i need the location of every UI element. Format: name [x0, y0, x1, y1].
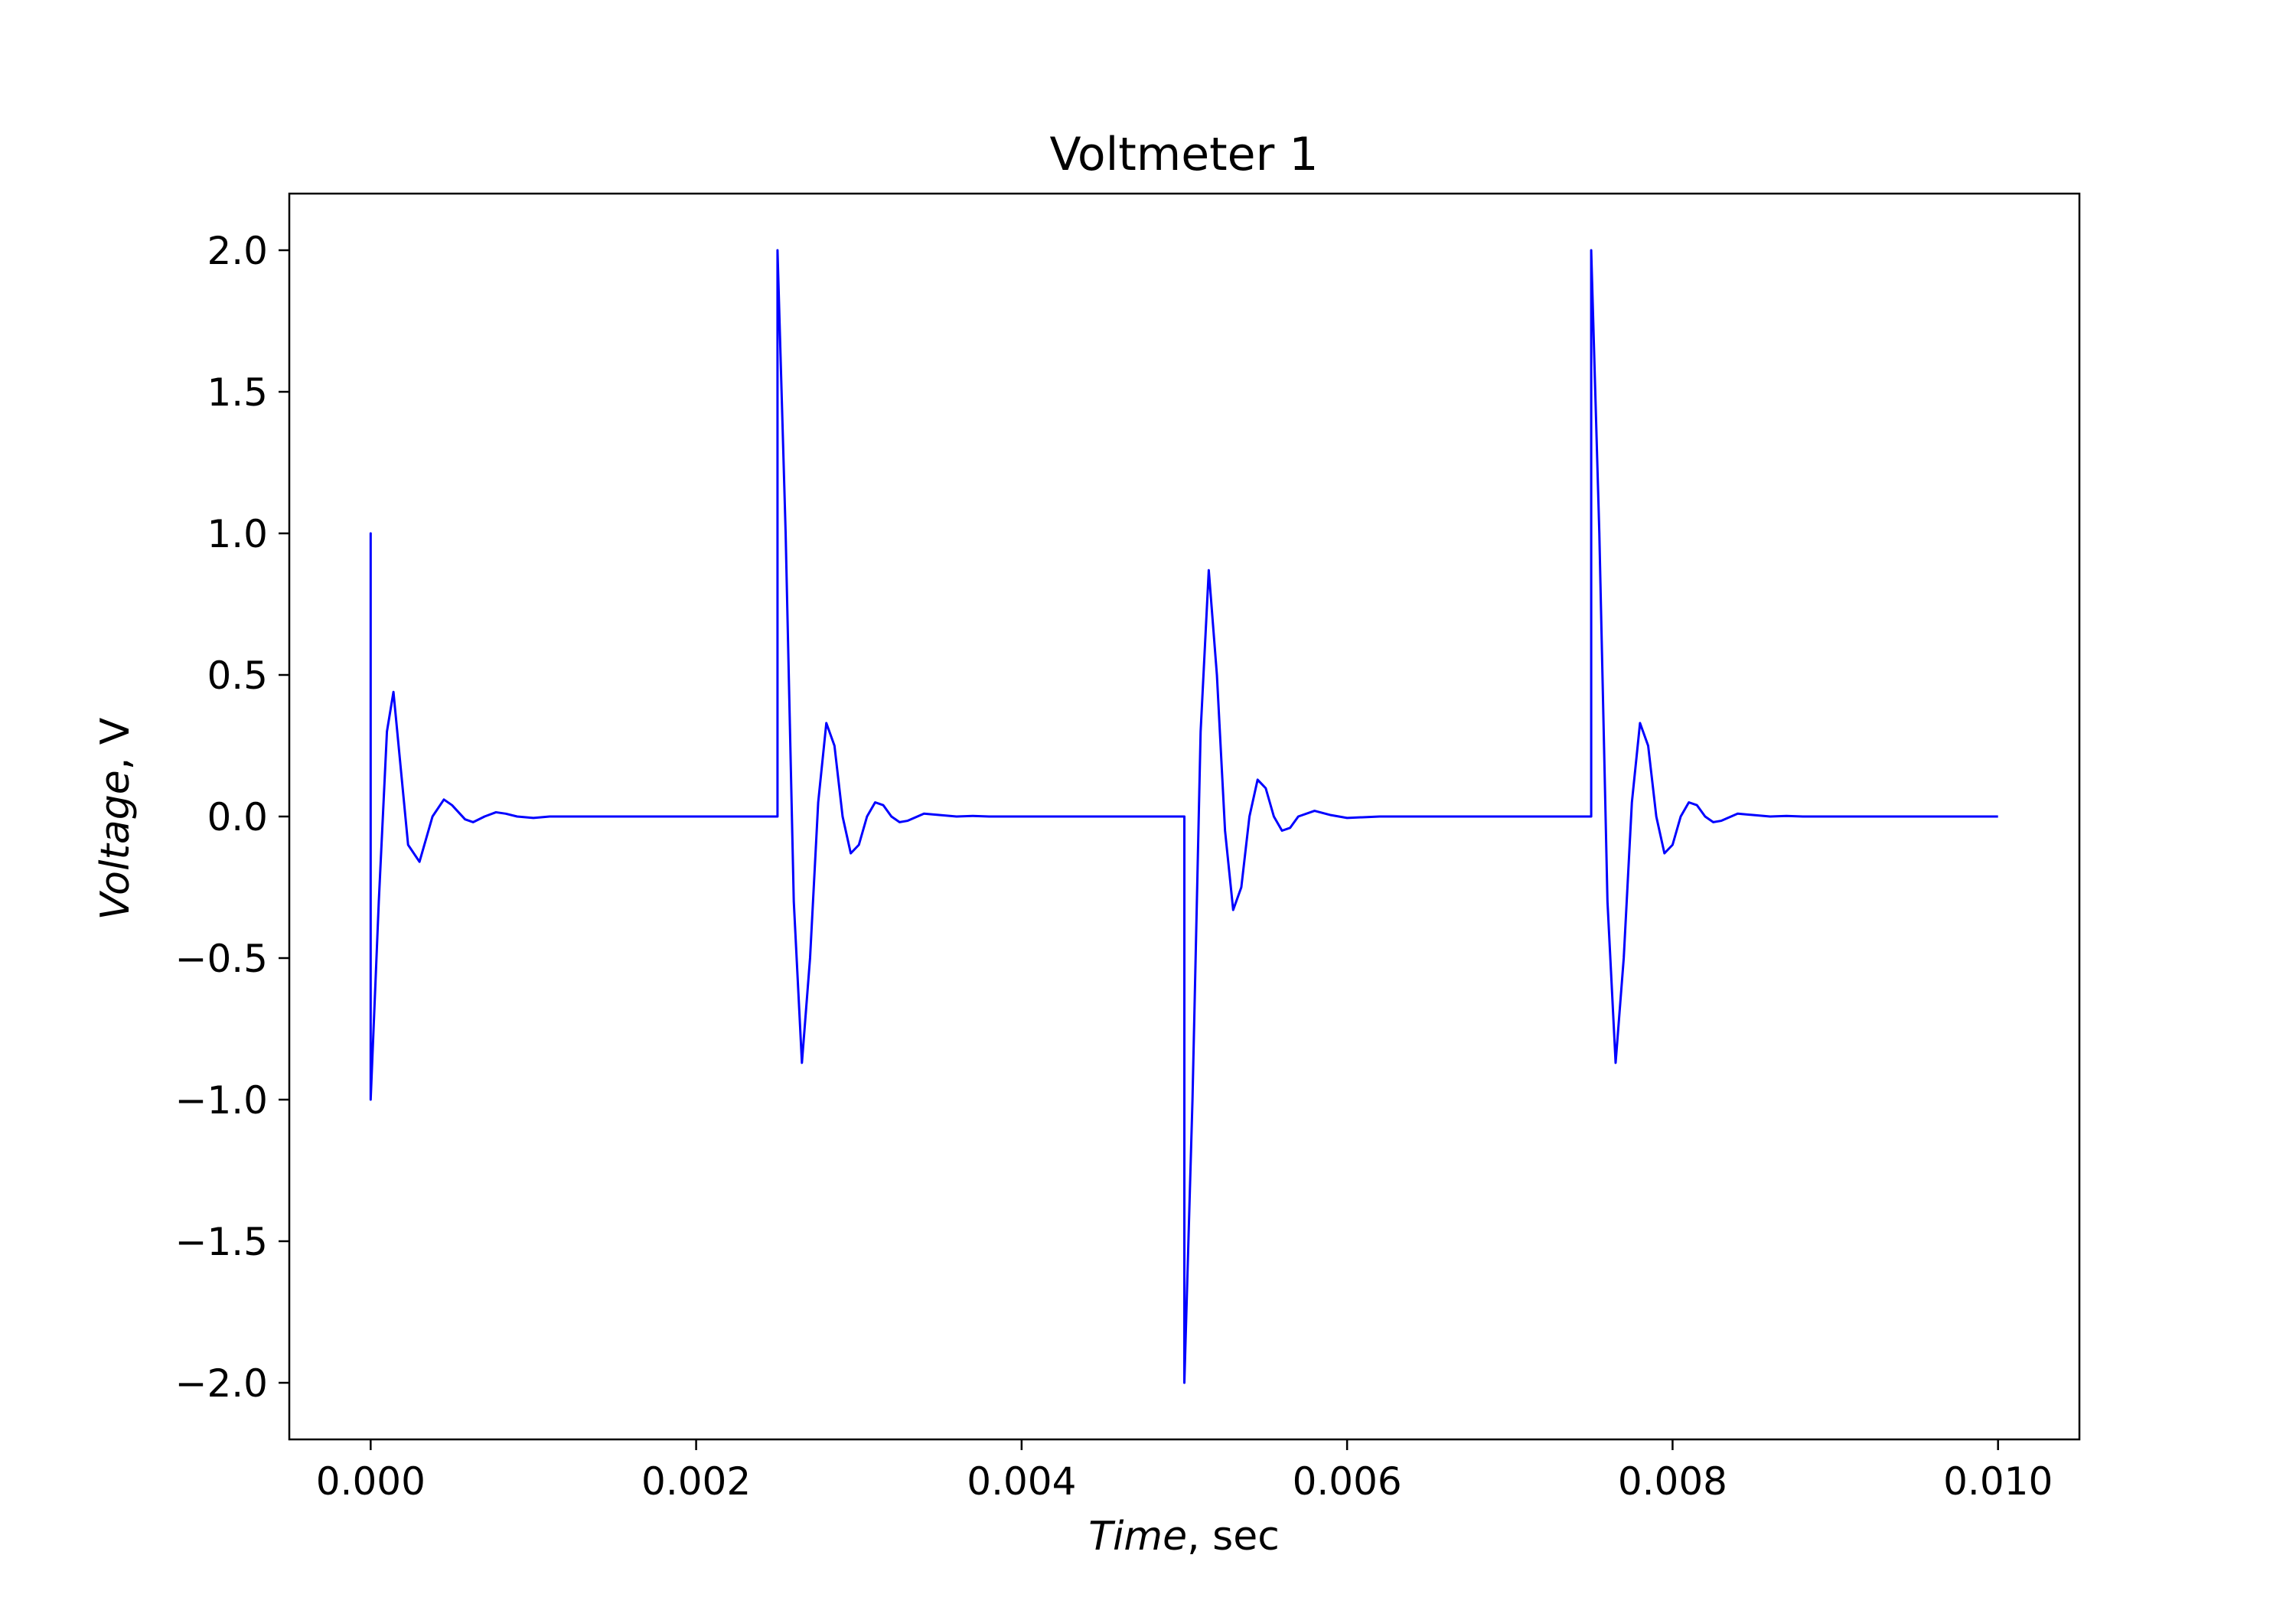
x-tick-label: 0.008 — [1618, 1459, 1727, 1504]
plot-frame — [288, 192, 2081, 1441]
y-tick-label: −2.0 — [175, 1361, 268, 1406]
x-tick-label: 0.000 — [316, 1459, 426, 1504]
y-axis-label-italic: Voltage — [93, 770, 139, 920]
y-axis-label: Voltage, V — [93, 717, 139, 920]
x-tick-label: 0.006 — [1293, 1459, 1402, 1504]
y-tick-label: 2.0 — [207, 229, 268, 273]
x-axis: 0.000 0.002 0.004 0.006 0.008 0.010 — [316, 1439, 2053, 1504]
chart-title: Voltmeter 1 — [1049, 128, 1318, 181]
x-axis-label: Time, sec — [1088, 1514, 1280, 1560]
y-tick-label: 0.0 — [207, 795, 268, 839]
series-line-0 — [369, 249, 1998, 1384]
plot-area — [369, 249, 1998, 1384]
x-axis-label-unit: , sec — [1187, 1514, 1280, 1560]
x-axis-label-italic: Time — [1088, 1514, 1187, 1560]
y-tick-label: −1.5 — [175, 1220, 268, 1264]
x-tick-label: 0.010 — [1943, 1459, 2053, 1504]
y-axis: 2.0 1.5 1.0 0.5 0.0 −0.5 −1.0 −1.5 −2.0 — [175, 229, 289, 1406]
y-tick-label: 1.5 — [207, 370, 268, 415]
y-tick-label: −0.5 — [175, 937, 268, 981]
y-tick-label: 1.0 — [207, 512, 268, 556]
x-tick-label: 0.004 — [967, 1459, 1076, 1504]
x-tick-label: 0.002 — [641, 1459, 751, 1504]
y-tick-label: −1.0 — [175, 1078, 268, 1123]
y-axis-label-unit: , V — [93, 717, 139, 770]
y-tick-label: 0.5 — [207, 654, 268, 698]
